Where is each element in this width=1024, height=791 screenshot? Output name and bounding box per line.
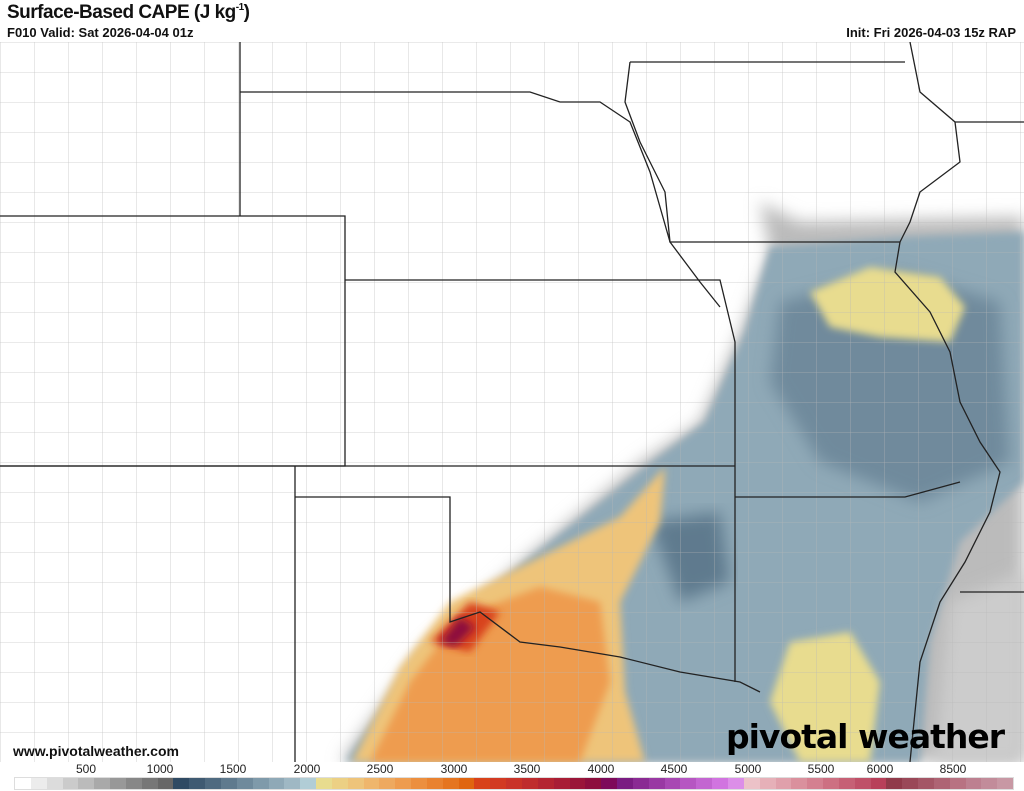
colorbar-swatch — [110, 778, 126, 789]
colorbar-swatch — [823, 778, 839, 789]
colorbar-swatch — [870, 778, 887, 789]
colorbar-swatch — [94, 778, 111, 789]
colorbar-swatch — [458, 778, 475, 789]
tick-label: 3500 — [513, 762, 541, 776]
colorbar-swatch — [759, 778, 776, 789]
colorbar-swatch — [78, 778, 95, 789]
tick-label: 1500 — [219, 762, 247, 776]
colorbar-swatch — [981, 778, 998, 789]
colorbar-swatch — [522, 778, 538, 789]
colorbar-swatch — [363, 778, 380, 789]
colorbar-swatch — [15, 778, 31, 789]
website-label: www.pivotalweather.com — [13, 743, 179, 759]
tick-label: 4000 — [587, 762, 615, 776]
colorbar-swatch — [918, 778, 934, 789]
colorbar-swatch — [125, 778, 142, 789]
tick-label: 6000 — [866, 762, 894, 776]
colorbar-swatch — [712, 778, 728, 789]
colorbar-swatch — [426, 778, 443, 789]
tick-label: 2000 — [293, 762, 321, 776]
colorbar-swatch — [395, 778, 412, 789]
colorbar-swatch — [997, 778, 1014, 789]
colorbar-swatch — [189, 778, 206, 789]
colorbar-ticks: 500 1000 1500 2000 2500 3000 3500 4000 4… — [0, 763, 1024, 776]
colorbar-swatch — [157, 778, 174, 789]
colorbar-swatch — [680, 778, 697, 789]
colorbar-swatch — [775, 778, 792, 789]
colorbar-swatch — [30, 778, 47, 789]
colorbar-swatch — [252, 778, 269, 789]
colorbar-swatch — [933, 778, 950, 789]
colorbar-swatch — [236, 778, 253, 789]
colorbar — [14, 777, 1014, 790]
colorbar-swatch — [727, 778, 744, 789]
colorbar-swatch — [220, 778, 237, 789]
state-borders — [0, 42, 1024, 762]
tick-label: 5000 — [734, 762, 762, 776]
colorbar-swatch — [205, 778, 221, 789]
colorbar-swatch — [300, 778, 317, 789]
colorbar-swatch — [442, 778, 459, 789]
colorbar-swatch — [284, 778, 301, 789]
colorbar-swatch — [347, 778, 364, 789]
colorbar-swatch — [949, 778, 966, 789]
colorbar-swatch — [537, 778, 554, 789]
colorbar-swatch — [173, 778, 190, 789]
colorbar-swatch — [316, 778, 332, 789]
colorbar-swatch — [268, 778, 285, 789]
valid-time: F010 Valid: Sat 2026-04-04 01z — [7, 25, 194, 40]
tick-label: 5500 — [807, 762, 835, 776]
pivotal-weather-logo: pivotal weather — [726, 717, 1005, 756]
colorbar-swatch — [569, 778, 586, 789]
colorbar-swatch — [141, 778, 158, 789]
cape-map — [0, 42, 1024, 762]
county-lines — [0, 42, 1024, 762]
tick-label: 3000 — [440, 762, 468, 776]
colorbar-swatch — [553, 778, 570, 789]
colorbar-swatch — [585, 778, 602, 789]
header: Surface-Based CAPE (J kg-1) F010 Valid: … — [0, 0, 1024, 42]
colorbar-swatch — [965, 778, 982, 789]
colorbar-swatch — [411, 778, 427, 789]
colorbar-swatch — [838, 778, 855, 789]
colorbar-swatch — [617, 778, 633, 789]
colorbar-swatch — [601, 778, 618, 789]
colorbar-swatch — [632, 778, 649, 789]
tick-label: 1000 — [146, 762, 174, 776]
colorbar-swatch — [743, 778, 760, 789]
colorbar-swatch — [854, 778, 871, 789]
tick-label: 500 — [75, 762, 97, 776]
colorbar-swatch — [696, 778, 713, 789]
colorbar-swatch — [46, 778, 63, 789]
colorbar-swatch — [331, 778, 348, 789]
init-time: Init: Fri 2026-04-03 15z RAP — [846, 25, 1016, 40]
colorbar-swatch — [886, 778, 903, 789]
colorbar-swatch — [902, 778, 919, 789]
colorbar-swatch — [506, 778, 522, 789]
colorbar-swatch — [791, 778, 808, 789]
tick-label: 2500 — [366, 762, 394, 776]
colorbar-swatch — [664, 778, 681, 789]
colorbar-swatch — [379, 778, 396, 789]
colorbar-swatch — [807, 778, 824, 789]
colorbar-swatch — [474, 778, 491, 789]
colorbar-swatch — [648, 778, 665, 789]
tick-label: 8500 — [939, 762, 967, 776]
colorbar-swatch — [490, 778, 507, 789]
colorbar-swatch — [62, 778, 79, 789]
map-title: Surface-Based CAPE (J kg-1) — [7, 2, 250, 23]
tick-label: 4500 — [660, 762, 688, 776]
